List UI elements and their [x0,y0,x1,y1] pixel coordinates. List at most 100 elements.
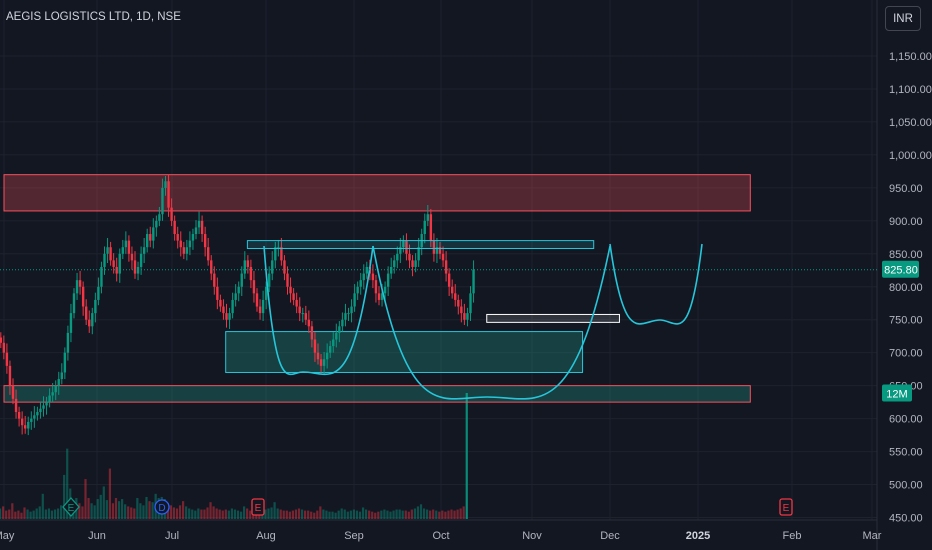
candle-body [161,187,164,215]
handle-box[interactable] [486,313,620,323]
y-tick-label: 450.00 [889,513,923,525]
cup-curve-1[interactable] [263,245,374,376]
candle-body [307,319,311,327]
volume-bar [322,509,325,519]
price-axis[interactable]: 450.00500.00550.00600.00650.00700.00750.… [889,51,932,525]
volume-bar [297,508,301,519]
volume-bar [325,510,328,519]
event-label: E [255,503,262,514]
candle-body [383,286,387,294]
volume-bar [78,503,81,519]
zone-resistance [3,174,751,212]
candle-body [271,260,274,274]
candle-body [173,220,176,235]
volume-bar [352,509,355,519]
neckline-box[interactable] [246,240,595,250]
candle-body [54,385,57,393]
volume-bar [145,496,148,519]
candle-body [463,313,466,320]
candle-body [109,247,112,261]
volume-bar [203,509,206,519]
volume-bar [26,509,29,519]
event-marker-e[interactable]: E [779,498,793,516]
volume-bar [8,509,11,519]
candle-body [24,425,27,429]
x-tick-label: Feb [783,530,802,542]
y-tick-label: 750.00 [889,315,923,327]
volume-badge [882,384,912,402]
candle-body [200,220,204,235]
candle-body [176,234,179,241]
candle-body [66,332,70,353]
volume-bar [130,507,133,519]
candle-body [33,415,36,419]
candle-body [17,412,21,419]
candle-body [124,240,128,248]
candle-body [411,260,414,267]
candle-body [414,260,417,267]
candle-body [374,280,378,294]
candle-body [100,266,103,287]
volume-bar [450,509,453,519]
volume-bar [447,510,450,519]
candle-body [426,214,429,221]
symbol-title[interactable]: AEGIS LOGISTICS LTD, 1D, NSE [6,11,181,23]
cup-curve-3[interactable] [609,243,703,325]
candle-body [69,313,73,333]
volume-bar [66,448,69,519]
event-marker-e[interactable]: E [62,497,80,517]
volume-bar [380,510,383,519]
volume-bar [224,509,227,519]
volume-bar [188,508,191,519]
candle-body [91,313,94,327]
time-axis[interactable]: May Jun Jul Aug Sep Oct Nov Dec 2025 Feb Mar [0,530,882,542]
volume-bar [249,510,252,519]
candle-body [249,266,253,281]
volume-bar [438,511,441,519]
candle-body [377,293,381,300]
candle-body [335,332,338,340]
cup-curve-2[interactable] [372,245,611,400]
drawing-layer[interactable] [246,240,703,400]
candle-body [371,273,375,281]
candle-body [231,299,234,314]
volume-bar [191,509,194,519]
volume-bar [136,498,139,519]
candle-body [417,247,420,261]
volume-bar [404,510,407,519]
volume-bar [236,510,240,519]
x-tick-label: Jul [165,530,179,542]
candle-body [203,234,207,248]
volume-bar [182,501,185,519]
volume-bar [395,509,398,519]
volume-bar [63,474,66,519]
event-marker-e[interactable]: E [251,498,265,516]
volume-bar [319,506,322,519]
volume-bar [343,509,346,519]
volume-bar [148,501,151,519]
candle-body [399,247,402,254]
candle-body [444,260,448,274]
event-shape [779,498,793,516]
volume-bar [0,508,2,519]
volume-bar [294,509,298,519]
candle-body [8,365,12,386]
volume-bar [334,512,337,519]
volume-bar [233,509,237,519]
candle-body [179,240,182,248]
volume-bar [38,506,41,519]
candle-body [207,247,210,261]
candle-body [20,418,24,426]
candle-body [210,260,213,274]
candle-body [63,352,67,373]
candle-body [362,273,365,281]
candle-body [133,260,137,274]
volume-bar [194,510,197,519]
event-marker-d[interactable]: D [154,499,170,515]
y-tick-label: 900.00 [889,216,923,228]
candle-body [329,346,332,353]
candle-body [408,253,411,261]
currency-button[interactable]: INR [885,6,921,31]
